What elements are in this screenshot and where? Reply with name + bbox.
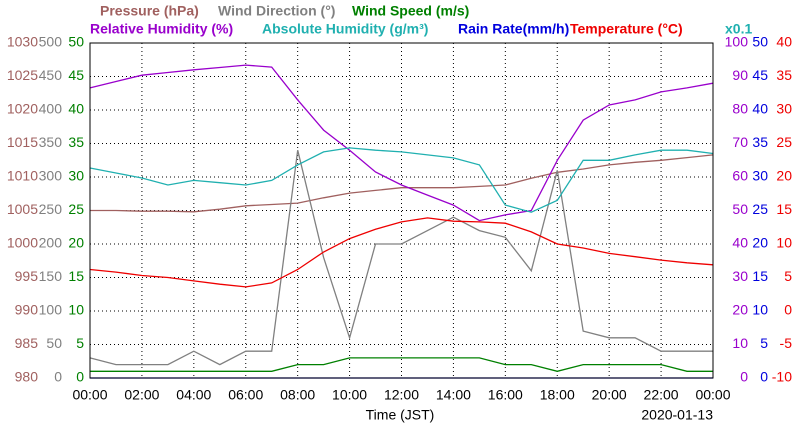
scale-note: x0.1 xyxy=(725,21,752,37)
y-tick-label: 10 xyxy=(752,302,768,318)
legend-entry: Temperature (°C) xyxy=(570,21,683,37)
x-tick-label: 00:00 xyxy=(695,387,730,403)
y-tick-label: 15 xyxy=(776,201,792,217)
y-tick-label: 250 xyxy=(39,201,63,217)
y-tick-label: 100 xyxy=(725,34,749,50)
y-tick-label: 0 xyxy=(76,369,84,385)
series-line xyxy=(89,150,713,366)
legend-entry: Absolute Humidity (g/m³) xyxy=(262,21,428,37)
y-tick-label: 10 xyxy=(732,335,748,351)
x-tick-label: 16:00 xyxy=(488,387,523,403)
y-tick-label: 35 xyxy=(752,134,768,150)
y-tick-label: 995 xyxy=(15,268,39,284)
y-tick-label: 0 xyxy=(784,302,792,318)
y-tick-label: 980 xyxy=(15,369,39,385)
y-tick-label: 20 xyxy=(776,168,792,184)
y-tick-label: 45 xyxy=(752,67,768,83)
y-tick-label: 1000 xyxy=(7,235,38,251)
y-tick-label: 5 xyxy=(760,335,768,351)
y-tick-label: 5 xyxy=(76,335,84,351)
y-tick-label: 40 xyxy=(776,34,792,50)
legend-entry: Wind Direction (°) xyxy=(218,3,335,19)
y-tick-label: 20 xyxy=(732,302,748,318)
y-tick-label: 80 xyxy=(732,101,748,117)
y-tick-label: 60 xyxy=(732,168,748,184)
series-line xyxy=(89,147,714,213)
y-tick-label: 1030 xyxy=(7,34,38,50)
legend-entry: Rain Rate(mm/h) xyxy=(458,21,569,37)
y-tick-label: 30 xyxy=(68,168,84,184)
x-tick-label: 22:00 xyxy=(644,387,679,403)
y-tick-label: 1005 xyxy=(7,201,38,217)
y-tick-label: 990 xyxy=(15,302,39,318)
y-tick-label: 300 xyxy=(39,168,63,184)
x-tick-label: 04:00 xyxy=(176,387,211,403)
series-line xyxy=(89,217,714,288)
x-tick-label: 20:00 xyxy=(592,387,627,403)
x-tick-label: 00:00 xyxy=(72,387,107,403)
x-tick-label: 06:00 xyxy=(228,387,263,403)
series-line xyxy=(89,64,714,222)
y-tick-label: 50 xyxy=(752,34,768,50)
x-axis-title: Time (JST) xyxy=(366,407,435,423)
y-tick-label: 0 xyxy=(54,369,62,385)
y-tick-label: 200 xyxy=(39,235,63,251)
y-tick-label: 500 xyxy=(39,34,63,50)
y-tick-label: 450 xyxy=(39,67,63,83)
series-line xyxy=(90,357,713,372)
y-tick-label: 1015 xyxy=(7,134,38,150)
x-tick-label: 14:00 xyxy=(436,387,471,403)
y-tick-label: 25 xyxy=(752,201,768,217)
y-tick-label: 40 xyxy=(68,101,84,117)
y-tick-label: 15 xyxy=(68,268,84,284)
y-tick-label: 30 xyxy=(732,268,748,284)
y-tick-label: -10 xyxy=(772,369,792,385)
legend-entry: Pressure (hPa) xyxy=(100,3,199,19)
y-tick-label: 50 xyxy=(732,201,748,217)
y-tick-label: 20 xyxy=(752,235,768,251)
y-tick-label: 35 xyxy=(68,134,84,150)
y-tick-label: 40 xyxy=(732,235,748,251)
x-tick-label: 18:00 xyxy=(540,387,575,403)
y-tick-label: 30 xyxy=(752,168,768,184)
y-tick-label: 50 xyxy=(46,335,62,351)
x-tick-label: 02:00 xyxy=(124,387,159,403)
x-tick-label: 10:00 xyxy=(332,387,367,403)
y-tick-label: 1010 xyxy=(7,168,38,184)
y-tick-label: 25 xyxy=(68,201,84,217)
y-tick-label: 90 xyxy=(732,67,748,83)
y-tick-label: 400 xyxy=(39,101,63,117)
y-tick-label: 15 xyxy=(752,268,768,284)
y-tick-label: 30 xyxy=(776,101,792,117)
plot-frame xyxy=(89,42,714,379)
date-label: 2020-01-13 xyxy=(641,407,713,423)
y-tick-label: 0 xyxy=(760,369,768,385)
y-tick-label: 150 xyxy=(39,268,63,284)
y-tick-label: 1025 xyxy=(7,67,38,83)
y-tick-label: 45 xyxy=(68,67,84,83)
y-tick-label: 40 xyxy=(752,101,768,117)
y-tick-label: -5 xyxy=(780,335,793,351)
y-tick-label: 985 xyxy=(15,335,39,351)
y-tick-label: 1020 xyxy=(7,101,38,117)
y-tick-label: 350 xyxy=(39,134,63,150)
y-tick-label: 25 xyxy=(776,134,792,150)
y-tick-label: 20 xyxy=(68,235,84,251)
y-tick-label: 100 xyxy=(39,302,63,318)
x-tick-label: 12:00 xyxy=(384,387,419,403)
y-tick-label: 0 xyxy=(740,369,748,385)
x-tick-label: 08:00 xyxy=(280,387,315,403)
y-tick-label: 70 xyxy=(732,134,748,150)
y-tick-label: 10 xyxy=(68,302,84,318)
legend-entry: Relative Humidity (%) xyxy=(90,21,233,37)
legend-entry: Wind Speed (m/s) xyxy=(352,3,469,19)
y-tick-label: 5 xyxy=(784,268,792,284)
y-tick-label: 35 xyxy=(776,67,792,83)
y-tick-label: 10 xyxy=(776,235,792,251)
series-line xyxy=(90,154,714,213)
y-tick-label: 50 xyxy=(68,34,84,50)
